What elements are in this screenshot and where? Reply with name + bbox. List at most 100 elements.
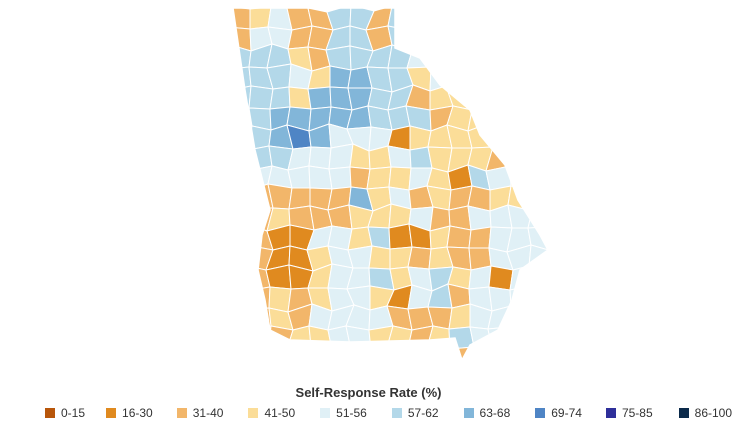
county — [528, 45, 548, 73]
county — [449, 46, 473, 70]
county — [329, 65, 352, 89]
county — [233, 245, 253, 270]
county — [248, 85, 274, 110]
legend-label: 57-62 — [407, 406, 439, 420]
county — [549, 6, 572, 28]
county — [547, 265, 548, 292]
county-layer — [233, 6, 573, 360]
legend-item: 75-85 — [605, 406, 653, 420]
county — [426, 8, 452, 31]
county — [233, 8, 251, 30]
county — [268, 325, 294, 350]
county — [233, 125, 253, 151]
county — [466, 346, 493, 360]
county — [508, 326, 534, 351]
county — [468, 265, 492, 290]
county — [233, 207, 253, 233]
county — [505, 26, 532, 50]
county — [549, 285, 571, 308]
legend-swatch — [106, 408, 117, 418]
county — [547, 106, 548, 130]
legend-label: 31-40 — [192, 406, 224, 420]
county — [547, 245, 548, 271]
county — [426, 347, 451, 360]
county — [233, 306, 252, 331]
county — [448, 303, 471, 330]
county — [248, 346, 272, 360]
county — [288, 187, 311, 210]
county — [387, 343, 413, 360]
county — [526, 285, 548, 311]
county — [488, 46, 514, 72]
county — [487, 346, 513, 360]
county — [486, 105, 512, 129]
county — [348, 344, 372, 360]
county — [528, 26, 548, 50]
legend-item: 86-100 — [678, 406, 732, 420]
legend-title: Self-Response Rate (%) — [295, 385, 442, 400]
county — [233, 165, 253, 192]
county — [507, 346, 533, 360]
county — [407, 246, 432, 270]
county — [549, 328, 571, 350]
county — [549, 307, 571, 332]
county — [407, 8, 433, 31]
county — [485, 8, 511, 30]
county — [308, 146, 332, 170]
county — [287, 165, 311, 189]
county — [547, 226, 548, 252]
county — [547, 84, 548, 110]
county — [525, 126, 548, 152]
legend-swatch — [391, 408, 402, 418]
state-outline — [232, 7, 549, 362]
legend-item: 41-50 — [248, 406, 295, 420]
county — [407, 25, 433, 52]
county — [526, 306, 548, 329]
county — [547, 126, 548, 152]
legend-label: 51-56 — [336, 406, 367, 420]
county — [407, 347, 435, 360]
county — [366, 166, 392, 190]
legend-label: 16-30 — [122, 406, 153, 420]
county — [547, 203, 548, 230]
county — [468, 8, 491, 30]
legend-item: 69-74 — [535, 406, 582, 420]
county — [527, 203, 548, 229]
legend-item: 51-56 — [320, 406, 367, 420]
legend-swatch — [45, 408, 55, 418]
county — [345, 325, 372, 352]
legend-label: 63-68 — [479, 406, 511, 420]
legend-swatch — [320, 408, 331, 418]
legend-swatch — [535, 408, 546, 418]
county — [488, 265, 514, 291]
county — [549, 27, 573, 50]
legend-label: 69-74 — [551, 406, 582, 420]
county — [467, 46, 492, 72]
county — [308, 165, 333, 190]
legend-item: 63-68 — [463, 406, 511, 420]
county — [525, 145, 548, 171]
county — [527, 327, 548, 351]
county — [388, 166, 412, 191]
county — [446, 225, 472, 249]
legend-item: 31-40 — [176, 406, 224, 420]
legend-swatch — [605, 408, 616, 418]
county — [487, 326, 513, 350]
legend-item: 16-30 — [106, 406, 153, 420]
legend-item: 57-62 — [391, 406, 439, 420]
county — [387, 325, 413, 349]
county — [528, 67, 548, 93]
county — [406, 43, 432, 69]
georgia-map-svg — [232, 6, 573, 362]
county — [549, 46, 573, 69]
county — [528, 265, 548, 292]
choropleth-map — [232, 6, 573, 362]
county — [327, 344, 351, 360]
county — [233, 223, 253, 251]
county — [509, 126, 535, 150]
county — [428, 25, 452, 49]
legend-label: 75-85 — [621, 406, 653, 420]
county — [367, 343, 393, 360]
county — [488, 26, 514, 50]
county — [527, 345, 548, 360]
